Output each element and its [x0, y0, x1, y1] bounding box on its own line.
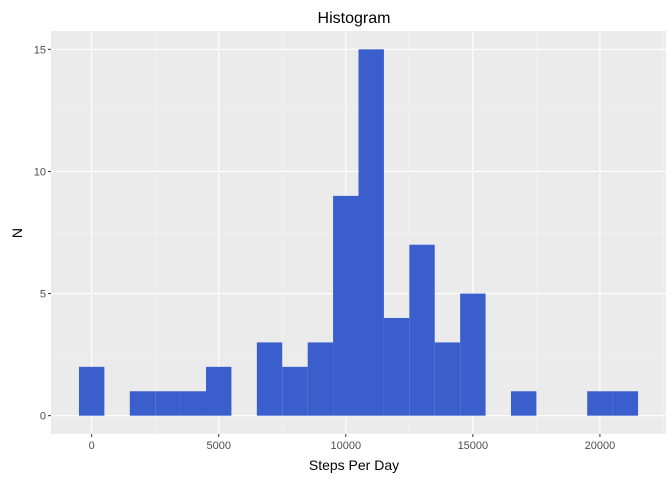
histogram-bar	[155, 391, 181, 416]
x-tick-label: 15000	[458, 440, 489, 452]
histogram-bar	[409, 244, 435, 416]
y-tick-label: 15	[34, 44, 46, 56]
x-tick-label: 10000	[330, 440, 361, 452]
histogram-bar	[256, 342, 283, 416]
x-axis-title: Steps Per Day	[309, 457, 399, 473]
y-axis-title: N	[9, 228, 25, 238]
x-axis: 0 5000 10000 15000 20000	[89, 434, 616, 452]
histogram-bar	[587, 391, 613, 416]
y-tick-label: 0	[40, 411, 46, 423]
histogram-bar	[129, 391, 156, 416]
histogram-bar	[333, 195, 359, 416]
y-axis: 0 5 10 15	[34, 44, 51, 423]
histogram-bar	[510, 391, 537, 416]
histogram-bar	[307, 342, 334, 416]
histogram-bar	[206, 366, 232, 416]
histogram-bar	[180, 391, 207, 416]
chart-title: Histogram	[318, 10, 391, 27]
y-tick-label: 5	[40, 289, 46, 301]
histogram-bar	[358, 49, 384, 416]
histogram-bar	[78, 366, 105, 416]
histogram-bar	[434, 342, 461, 416]
histogram-bars	[78, 49, 639, 416]
histogram-bar	[460, 293, 486, 416]
x-tick-label: 5000	[206, 440, 230, 452]
x-tick-label: 0	[89, 440, 95, 452]
histogram-bar	[282, 366, 308, 416]
y-tick-label: 10	[34, 166, 46, 178]
histogram-bar	[383, 317, 410, 416]
x-tick-label: 20000	[585, 440, 616, 452]
histogram-bar	[612, 391, 639, 416]
